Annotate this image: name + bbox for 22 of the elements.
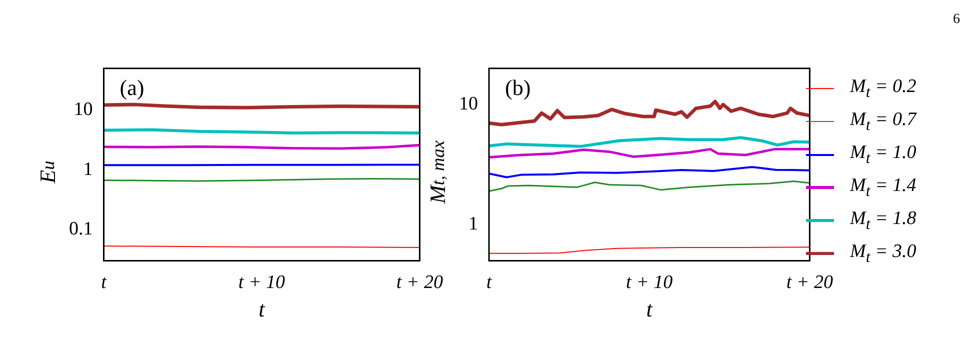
x-tick-label: t + 10 (238, 272, 286, 294)
legend-label: M$_{t}$ = 1.0 (850, 142, 916, 168)
x-tick-label: t + 20 (396, 272, 444, 294)
annotation: (b) (505, 75, 531, 100)
y-tick-label: 10 (74, 99, 93, 120)
legend-label: M$_{t}$ = 0.7 (850, 108, 916, 134)
annotation: (a) (120, 75, 144, 100)
x-axis-title: t (646, 296, 654, 322)
x-tick-label: t + 20 (786, 272, 834, 294)
y-tick-label: 1 (468, 214, 478, 235)
legend-label: M$_{t}$ = 1.8 (850, 208, 916, 234)
text: 6 (953, 12, 960, 28)
x-axis-title: t (258, 296, 266, 322)
x-tick-label: t + 10 (626, 272, 674, 294)
legend-label: M$_{t}$ = 1.4 (850, 174, 916, 200)
y-tick-label: 0.1 (69, 218, 93, 240)
x-tick-label: t (486, 272, 492, 294)
y-tick-label: 1 (83, 158, 93, 180)
legend-label: M$_{t}$ = 0.2 (850, 76, 916, 102)
x-tick-label: t (101, 272, 108, 294)
y-tick-label: 10 (459, 94, 478, 115)
legend-label: M$_{t}$ = 3.0 (850, 240, 916, 266)
